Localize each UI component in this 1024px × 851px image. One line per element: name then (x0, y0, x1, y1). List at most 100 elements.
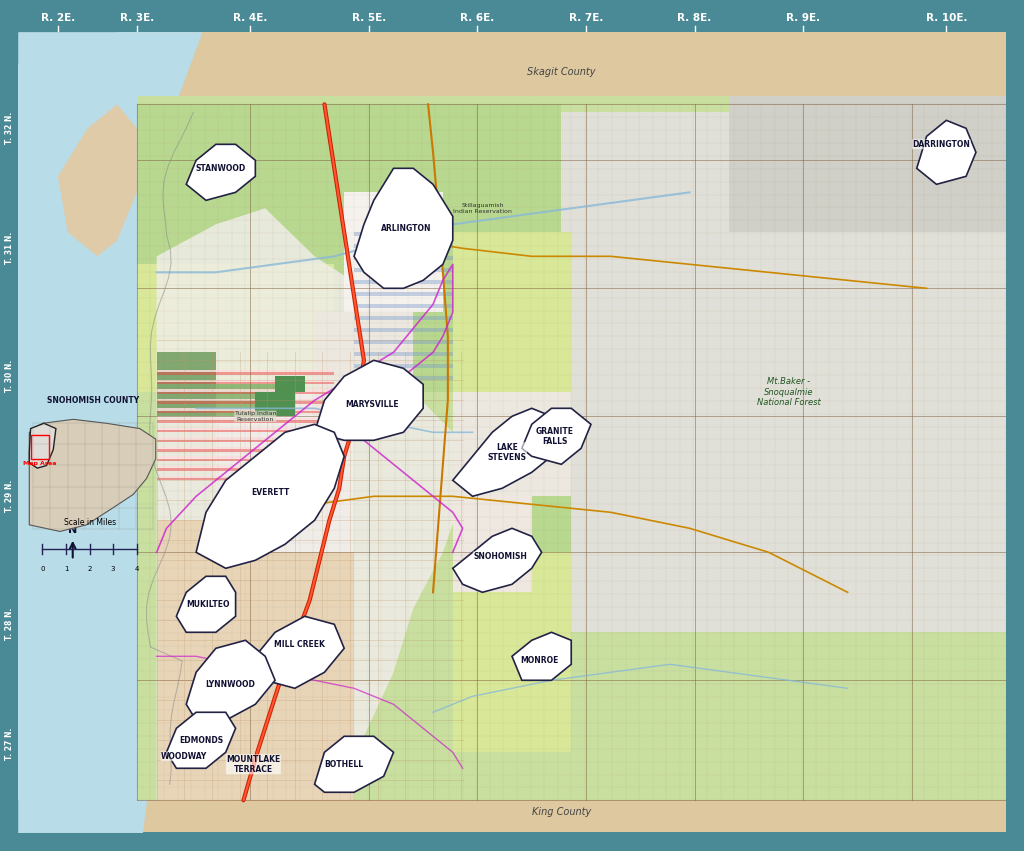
Polygon shape (30, 420, 156, 531)
Bar (157, 370, 334, 374)
Polygon shape (522, 408, 591, 465)
Text: 0: 0 (40, 566, 45, 572)
Text: MUKILTEO: MUKILTEO (186, 600, 229, 608)
Polygon shape (167, 712, 236, 768)
Polygon shape (314, 736, 393, 792)
Bar (374, 385, 403, 408)
Bar (255, 392, 295, 416)
Bar (275, 376, 305, 392)
Bar (354, 268, 453, 272)
Text: DARRINGTON: DARRINGTON (912, 140, 971, 149)
Bar (157, 437, 334, 439)
Text: 1: 1 (63, 566, 69, 572)
Text: 4: 4 (134, 566, 139, 572)
Text: King County: King County (531, 808, 591, 817)
Text: R. 4E.: R. 4E. (233, 13, 267, 23)
Text: R. 3E.: R. 3E. (120, 13, 154, 23)
Bar (157, 418, 334, 420)
Bar (157, 408, 334, 413)
Bar (157, 427, 334, 430)
Polygon shape (354, 168, 453, 288)
Bar (561, 112, 1006, 632)
Polygon shape (186, 145, 255, 200)
Text: Stillaguamish
Indian Reservation: Stillaguamish Indian Reservation (453, 203, 512, 214)
Polygon shape (453, 528, 542, 592)
Text: R. 6E.: R. 6E. (461, 13, 495, 23)
Bar (354, 376, 453, 380)
Bar (157, 418, 334, 423)
Bar (157, 427, 334, 432)
Text: MILL CREEK: MILL CREEK (274, 640, 326, 648)
Bar (157, 476, 334, 480)
Bar (137, 105, 561, 272)
Polygon shape (186, 640, 275, 720)
Bar (157, 447, 334, 452)
Bar (729, 96, 1006, 232)
Text: R. 10E.: R. 10E. (926, 13, 967, 23)
Text: MOUNTLAKE
TERRACE: MOUNTLAKE TERRACE (226, 755, 281, 774)
Bar (354, 232, 453, 237)
Polygon shape (30, 423, 56, 468)
Bar (31, 435, 49, 459)
Polygon shape (176, 576, 236, 632)
Bar (344, 192, 443, 312)
Text: SNOHOMISH COUNTY: SNOHOMISH COUNTY (47, 396, 139, 405)
Bar (157, 380, 334, 385)
Text: SNOHOMISH: SNOHOMISH (473, 551, 527, 561)
Polygon shape (58, 105, 137, 256)
Text: T. 29 N.: T. 29 N. (5, 480, 13, 512)
Text: R. 5E.: R. 5E. (351, 13, 386, 23)
Text: MARYSVILLE: MARYSVILLE (345, 400, 398, 408)
Bar (354, 340, 453, 345)
Polygon shape (916, 120, 976, 185)
Bar (354, 280, 453, 284)
Text: T. 30 N.: T. 30 N. (5, 360, 13, 392)
Bar (354, 256, 453, 260)
Bar (453, 232, 571, 392)
Bar (157, 465, 334, 471)
Polygon shape (512, 632, 571, 680)
Bar (354, 293, 453, 296)
Bar (157, 520, 354, 800)
Bar (354, 305, 453, 308)
Bar (157, 447, 334, 449)
Ellipse shape (500, 431, 524, 459)
Text: ARLINGTON: ARLINGTON (381, 224, 432, 233)
Bar (216, 385, 275, 416)
Bar (354, 352, 453, 357)
Text: Map Area: Map Area (24, 461, 56, 466)
Bar (354, 364, 453, 368)
Text: R. 7E.: R. 7E. (569, 13, 603, 23)
Bar (314, 312, 414, 432)
Bar (137, 65, 1006, 800)
Bar (157, 389, 334, 391)
Text: Scale in Miles: Scale in Miles (63, 517, 116, 527)
Text: EDMONDS: EDMONDS (179, 736, 223, 745)
Bar (453, 496, 531, 592)
Bar (157, 408, 334, 411)
Polygon shape (255, 616, 344, 688)
Bar (453, 392, 571, 496)
Text: T. 27 N.: T. 27 N. (5, 728, 13, 761)
Bar (117, 788, 1006, 832)
Bar (137, 265, 334, 392)
Bar (453, 552, 571, 752)
Bar (117, 32, 1006, 105)
Text: 2: 2 (87, 566, 92, 572)
Bar (157, 399, 334, 401)
Text: MONROE: MONROE (520, 656, 559, 665)
Bar (157, 476, 334, 478)
Text: T. 32 N.: T. 32 N. (5, 112, 13, 145)
Text: BOTHELL: BOTHELL (325, 760, 364, 768)
Bar (157, 389, 334, 394)
Bar (334, 272, 453, 392)
Bar (157, 370, 334, 373)
Text: T. 31 N.: T. 31 N. (5, 232, 13, 265)
Bar (216, 392, 354, 552)
Polygon shape (453, 408, 561, 496)
Bar (453, 392, 571, 552)
Text: Skagit County: Skagit County (527, 67, 596, 77)
Bar (18, 65, 146, 800)
Ellipse shape (225, 472, 265, 520)
Bar (354, 317, 453, 320)
